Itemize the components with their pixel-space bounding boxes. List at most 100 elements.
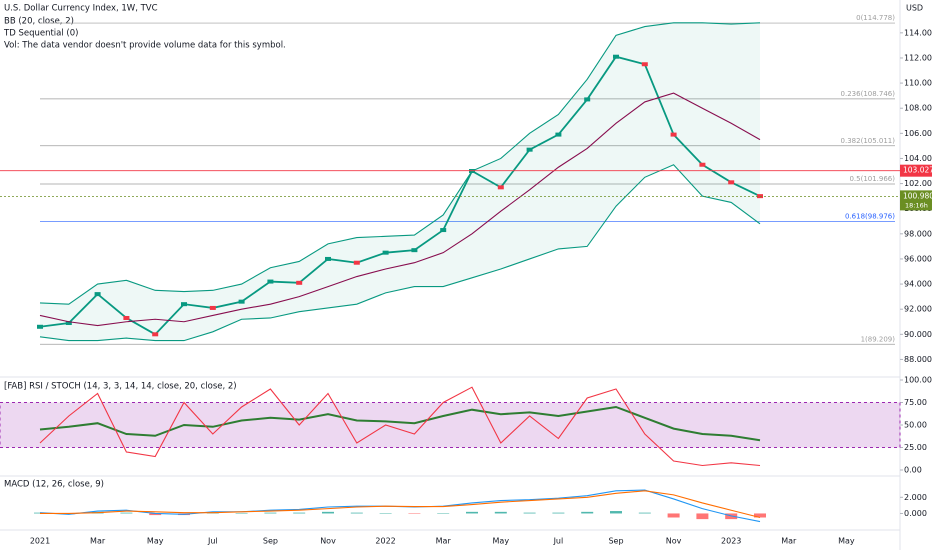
bb-fill [40,22,760,341]
macd-histogram [610,511,622,514]
x-tick-label: May [147,537,164,546]
close-marker [296,280,303,285]
y-tick-label: 110.000 [904,79,932,88]
currency: USD [906,4,923,13]
countdown: 18:16h [905,201,928,209]
fib-label: 1(89.209) [861,335,896,343]
close-marker [209,305,216,310]
series-line [39,55,761,336]
close-marker [181,302,187,307]
x-tick-label: Mar [781,537,797,546]
indicator-label: BB (20, close, 2) [4,17,74,27]
close-marker [699,162,706,167]
close-marker [37,324,43,329]
series-line [40,490,761,519]
macd-histogram [264,512,277,514]
y-tick-label: 25.00 [904,443,927,452]
close-marker [728,180,735,185]
close-marker [325,256,331,261]
close-marker [613,54,619,59]
y-tick-label: 75.00 [904,398,927,407]
close-marker [238,299,245,304]
close-marker [411,248,418,253]
close-marker [152,332,159,337]
x-tick-label: Jul [207,537,218,546]
close-marker [267,279,274,284]
y-tick-label: 0.000 [904,509,927,518]
x-tick-label: 2022 [375,537,395,546]
close-marker [65,321,72,326]
fib-label: 0.382(105.011) [841,137,896,145]
macd-histogram [350,512,363,514]
fib-label: 0.5(101.966) [849,175,895,183]
macd-histogram [754,513,766,518]
close-marker [382,250,389,255]
macd-histogram [638,512,651,514]
y-tick-label: 94.000 [904,280,932,289]
macd-histogram [120,512,133,514]
x-tick-label: Mar [436,537,452,546]
macd-histogram [235,513,248,514]
y-tick-label: 90.000 [904,330,932,339]
close-marker [94,292,101,297]
indicator-label: TD Sequential (0) [3,29,78,39]
x-tick-label: Jul [553,537,564,546]
close-marker [526,147,533,152]
y-tick-label: 96.000 [904,254,932,263]
close-marker [123,315,130,320]
close-marker [641,62,648,67]
fib-label: 0.618(98.976) [845,213,895,221]
indicator-label: Vol: The data vendor doesn't provide vol… [4,41,286,51]
title: U.S. Dollar Currency Index, 1W, TVC [4,4,158,14]
macd-histogram [552,512,565,514]
y-tick-label: 114.000 [904,28,932,37]
close-marker [497,185,504,190]
x-tick-label: May [493,537,510,546]
macd-histogram [149,513,162,516]
x-tick-label: Nov [666,537,682,546]
x-tick-label: Nov [320,537,336,546]
macd-histogram [322,511,334,514]
x-tick-label: Sep [608,537,623,546]
series-line [39,405,761,442]
macd-histogram [523,512,536,514]
series-line [39,164,761,342]
y-tick-label: 108.000 [904,104,932,113]
macd-histogram [581,511,594,514]
y-tick-label: 0.00 [904,466,922,475]
fib-label: 0.236(108.746) [841,90,896,98]
y-tick-label: 92.000 [904,305,932,314]
price-tag-label: 103.027 [903,166,932,175]
y-tick-label: 102.000 [904,179,932,188]
close-marker [353,260,360,265]
y-tick-label: 104.000 [904,154,932,163]
close-marker [670,132,677,137]
macd-histogram [667,513,680,518]
macd-histogram [466,511,478,514]
y-tick-label: 2.000 [904,493,927,502]
close-marker [440,228,447,233]
y-tick-label: 88.000 [904,355,932,364]
close-marker [584,97,591,102]
price-tag-label: 100.980 [903,191,932,200]
price-tag [900,164,932,177]
x-tick-label: 2021 [30,537,50,546]
y-tick-label: 50.00 [904,421,927,430]
series-line [39,92,761,327]
pane-title: MACD (12, 26, close, 9) [4,480,104,490]
y-tick-label: 106.000 [904,129,932,138]
series-line [39,22,761,305]
price-tag [900,190,932,211]
x-tick-label: Sep [263,537,278,546]
macd-histogram [293,512,306,514]
pane-title: [FAB] RSI / STOCH (14, 3, 3, 14, 14, clo… [4,382,237,392]
macd-histogram [379,513,392,514]
macd-histogram [437,513,450,514]
y-tick-label: 100.00 [904,376,932,385]
close-marker [555,132,562,137]
fib-label: 0(114.778) [856,14,895,22]
x-tick-label: 2023 [721,537,741,546]
macd-histogram [696,513,709,520]
